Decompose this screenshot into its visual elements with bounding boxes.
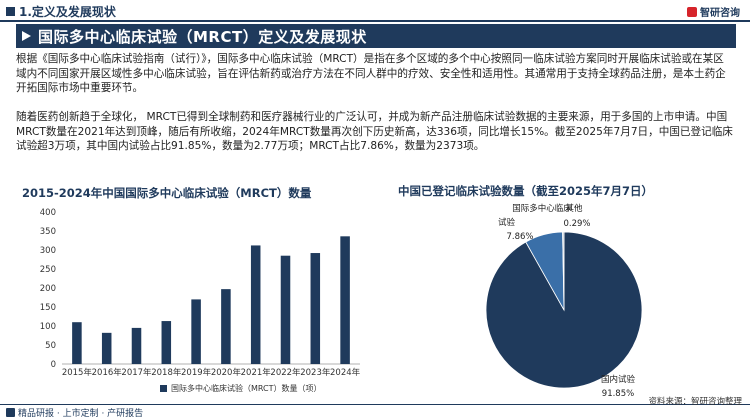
bar-2021年: [250, 245, 261, 364]
y-tick-label: 250: [40, 265, 56, 275]
pie-value-mrct: 7.86%: [506, 232, 533, 242]
footer-tagline-text: 精品研报 · 上市定制 · 产研报告: [18, 409, 144, 419]
source-note: 资料来源：智研咨询整理: [648, 397, 742, 407]
x-tick-label: 2018年: [151, 367, 182, 378]
bar-2017年: [131, 327, 142, 364]
legend-swatch: [160, 385, 167, 392]
bar-2022年: [280, 255, 291, 364]
brand-name: 智研咨询: [700, 8, 740, 19]
y-tick-label: 0: [51, 360, 56, 370]
y-tick-label: 400: [40, 208, 56, 218]
y-tick-label: 200: [40, 284, 56, 294]
square-icon: [6, 7, 15, 16]
bar-2016年: [101, 332, 112, 364]
pie-label-other: 其他: [565, 203, 583, 214]
top-bar: 1.定义及发展现状 智研咨询: [0, 0, 750, 22]
section-title-text: 1.定义及发展现状: [19, 5, 116, 19]
top-divider: [0, 20, 750, 22]
y-tick-label: 300: [40, 246, 56, 256]
bar-2015年: [72, 322, 82, 364]
legend-label: 国际多中心临床试验（MRCT）数量（项）: [171, 384, 322, 393]
y-tick-label: 100: [40, 322, 56, 332]
section-title: 1.定义及发展现状: [6, 3, 116, 20]
x-tick-label: 2020年: [211, 367, 242, 378]
title-banner: [16, 24, 736, 48]
y-tick-label: 50: [45, 341, 56, 351]
brand: 智研咨询: [687, 4, 740, 19]
bar-2018年: [161, 321, 172, 364]
report-icon: [6, 408, 15, 417]
x-tick-label: 2023年: [300, 367, 331, 378]
logo-icon: [687, 7, 697, 17]
bar-2019年: [191, 299, 201, 364]
y-tick-label: 150: [40, 303, 56, 313]
pie-label-domestic: 国内试验: [601, 374, 636, 385]
pie-label-mrct-line1: 国际多中心临床: [512, 203, 572, 214]
bar-chart-legend: 国际多中心临床试验（MRCT）数量（项）: [160, 383, 322, 394]
pie-value-other: 0.29%: [563, 219, 590, 229]
x-tick-label: 2022年: [270, 367, 301, 378]
pie-label-mrct-line2: 试验: [498, 217, 516, 228]
bar-2020年: [221, 289, 231, 364]
x-tick-label: 2021年: [241, 367, 272, 378]
footer-divider: [0, 404, 750, 405]
pie-slice-2: [562, 231, 565, 311]
bar-2024年: [340, 236, 350, 364]
paragraph-definition: 根据《国际多中心临床试验指南（试行）》，国际多中心临床试验（MRCT）是指在多个…: [16, 53, 726, 95]
paragraph-development: 随着医药创新趋于全球化， MRCT已得到全球制药和医疗器械行业的广泛认可，并成为…: [16, 111, 733, 153]
x-tick-label: 2019年: [181, 367, 212, 378]
footer-tagline: 精品研报 · 上市定制 · 产研报告: [6, 406, 143, 419]
x-tick-label: 2016年: [92, 367, 123, 378]
x-tick-label: 2017年: [121, 367, 152, 378]
pie-chart-title: 中国已登记临床试验数量（截至2025年7月7日）: [398, 184, 654, 198]
pie-value-domestic: 91.85%: [602, 389, 634, 398]
pie-chart: 国际多中心临床试验 7.86% 其他 0.29% 国内试验 91.85%: [485, 203, 643, 398]
y-tick-label: 350: [40, 227, 56, 237]
x-tick-label: 2024年: [330, 367, 361, 378]
bar-2023年: [310, 253, 321, 364]
page-title: 国际多中心临床试验（MRCT）定义及发展现状: [38, 28, 367, 46]
x-tick-label: 2015年: [62, 367, 93, 378]
play-triangle-icon: [22, 31, 31, 41]
bar-chart-title: 2015-2024年中国国际多中心临床试验（MRCT）数量: [22, 186, 312, 200]
